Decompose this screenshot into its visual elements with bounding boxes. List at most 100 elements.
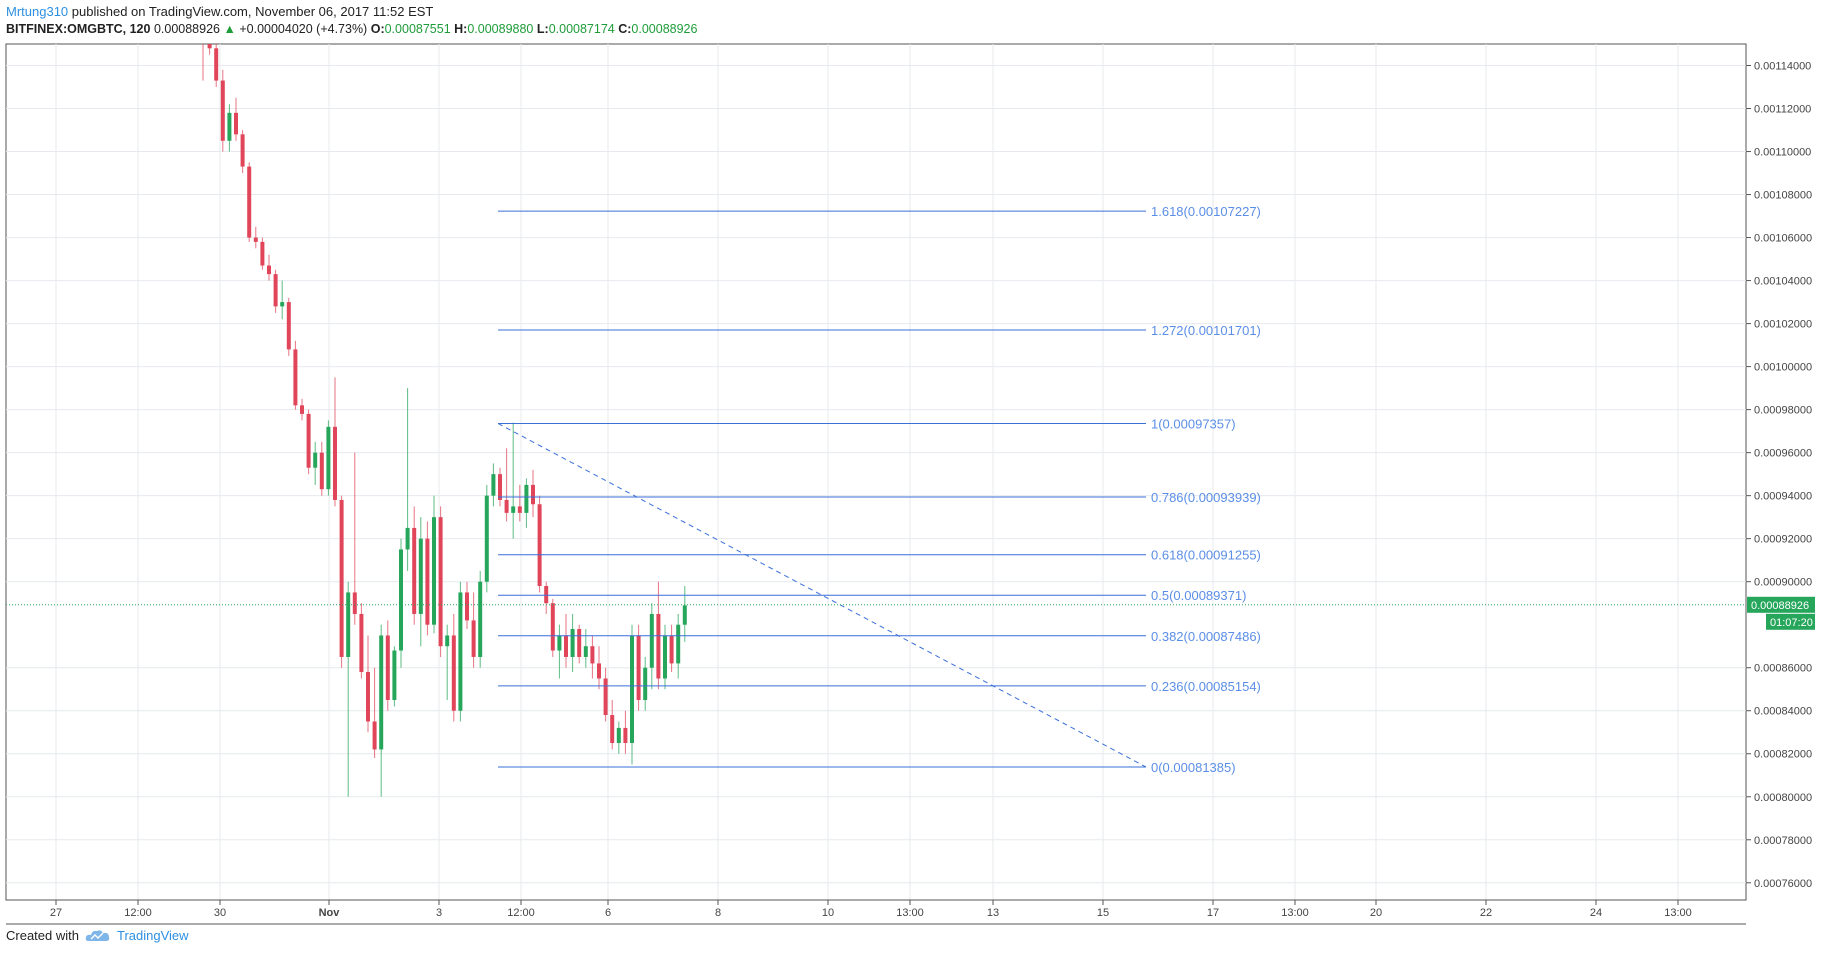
candle-body [636, 635, 641, 700]
candle-body [326, 426, 331, 490]
x-tick-label: 12:00 [124, 907, 152, 919]
y-tick-label: 0.00114000 [1754, 61, 1811, 73]
candle-body [557, 635, 562, 651]
candle-body [451, 635, 456, 711]
candle-body [214, 48, 219, 81]
author-link[interactable]: Mrtung310 [6, 4, 69, 19]
x-tick-label: 27 [50, 907, 62, 919]
candle-body [537, 504, 542, 586]
plot-frame [5, 43, 1747, 901]
close-value: 0.00088926 [631, 22, 698, 36]
y-tick-label: 0.00098000 [1754, 405, 1812, 417]
published-text: published on TradingView.com, November 0… [71, 4, 434, 19]
candle-body [306, 413, 311, 468]
y-tick-label: 0.00086000 [1754, 663, 1812, 675]
y-tick-label: 0.00078000 [1754, 835, 1812, 847]
candle-body [465, 592, 469, 621]
y-tick-label: 0.00090000 [1754, 577, 1812, 589]
candle-body [247, 166, 252, 238]
ohlc-legend: BITFINEX:OMGBTC, 120 0.00088926 ▲ +0.000… [6, 22, 697, 36]
fib-level-label: 0.236(0.00085154) [1151, 679, 1261, 694]
x-tick-label: 24 [1590, 907, 1602, 919]
x-tick-label: 8 [715, 907, 721, 919]
candle-body [234, 112, 238, 135]
candle-body [379, 635, 384, 750]
fib-level-label: 0.5(0.00089371) [1151, 588, 1246, 603]
fib-level-label: 1.618(0.00107227) [1151, 204, 1261, 219]
x-tick-label: 13:00 [1281, 907, 1309, 919]
tradingview-brand-link[interactable]: TradingView [116, 928, 189, 943]
candle-body [300, 405, 304, 414]
x-tick-label: Nov [319, 907, 341, 919]
candle-body [610, 715, 615, 743]
candle-body [531, 484, 535, 505]
candle-body [504, 499, 509, 513]
candle-body [544, 585, 549, 604]
candle-body [583, 646, 588, 657]
candle-body [438, 517, 443, 647]
footer: Created with TradingView [6, 928, 189, 943]
publish-info: Mrtung310 published on TradingView.com, … [6, 4, 433, 19]
candle-body [603, 678, 608, 716]
candle-body [220, 80, 225, 141]
candle-body [372, 721, 377, 750]
fib-level-label: 0.786(0.00093939) [1151, 490, 1261, 505]
candle-body [597, 663, 601, 679]
current-price-tag [1747, 596, 1815, 613]
y-tick-label: 0.00100000 [1754, 362, 1812, 374]
fib-level-label: 1.272(0.00101701) [1151, 323, 1261, 338]
candle-body [392, 650, 397, 700]
chart-header: Mrtung310 published on TradingView.com, … [6, 0, 1816, 44]
symbol-label: BITFINEX:OMGBTC, 120 [6, 22, 151, 36]
candle-body [405, 527, 410, 550]
last-price: 0.00088926 [153, 22, 220, 36]
candle-body [346, 592, 351, 657]
x-tick-label: 3 [436, 907, 442, 919]
candle-body [273, 274, 278, 307]
candle-body [201, 22, 205, 33]
candle-body [491, 474, 496, 496]
y-tick-label: 0.00094000 [1754, 491, 1812, 503]
fib-level-label: 0.382(0.00087486) [1151, 629, 1261, 644]
candle-body [418, 538, 423, 614]
tradingview-cloud-icon [85, 929, 110, 941]
y-tick-label: 0.00102000 [1754, 319, 1812, 331]
candle-body [445, 635, 450, 647]
candle-body [352, 592, 357, 614]
candle-body [385, 635, 390, 700]
countdown-tag [1766, 613, 1815, 630]
candle-body [570, 629, 575, 657]
y-tick-label: 0.00076000 [1754, 878, 1812, 890]
candle-body [432, 517, 436, 625]
y-tick-label: 0.00092000 [1754, 534, 1812, 546]
fib-level-label: 0.618(0.00091255) [1151, 548, 1261, 563]
candle-body [682, 605, 687, 625]
x-tick-label: 22 [1480, 907, 1492, 919]
x-tick-label: 10 [822, 907, 834, 919]
low-label: L: [536, 22, 549, 36]
candle-body [339, 499, 344, 657]
candle-body [359, 613, 364, 673]
candle-body [471, 620, 476, 657]
candle-body [253, 237, 258, 242]
candle-body [643, 667, 648, 700]
y-tick-label: 0.00110000 [1754, 147, 1811, 159]
candle-body [511, 506, 516, 513]
fib-level-label: 0(0.00081385) [1151, 760, 1236, 775]
y-tick-label: 0.00084000 [1754, 706, 1812, 718]
close-label: C: [618, 22, 632, 36]
candle-body [478, 581, 483, 657]
candle-body [458, 592, 463, 711]
open-value: 0.00087551 [384, 22, 451, 36]
candle-body [630, 635, 634, 743]
candle-body [267, 265, 271, 275]
candle-body [207, 44, 212, 49]
candle-body [412, 527, 417, 614]
triangle-up-icon: ▲ [223, 22, 236, 36]
high-value: 0.00089880 [467, 22, 534, 36]
candle-body [227, 112, 232, 141]
candle-body [577, 629, 582, 657]
candle-body [399, 549, 403, 651]
